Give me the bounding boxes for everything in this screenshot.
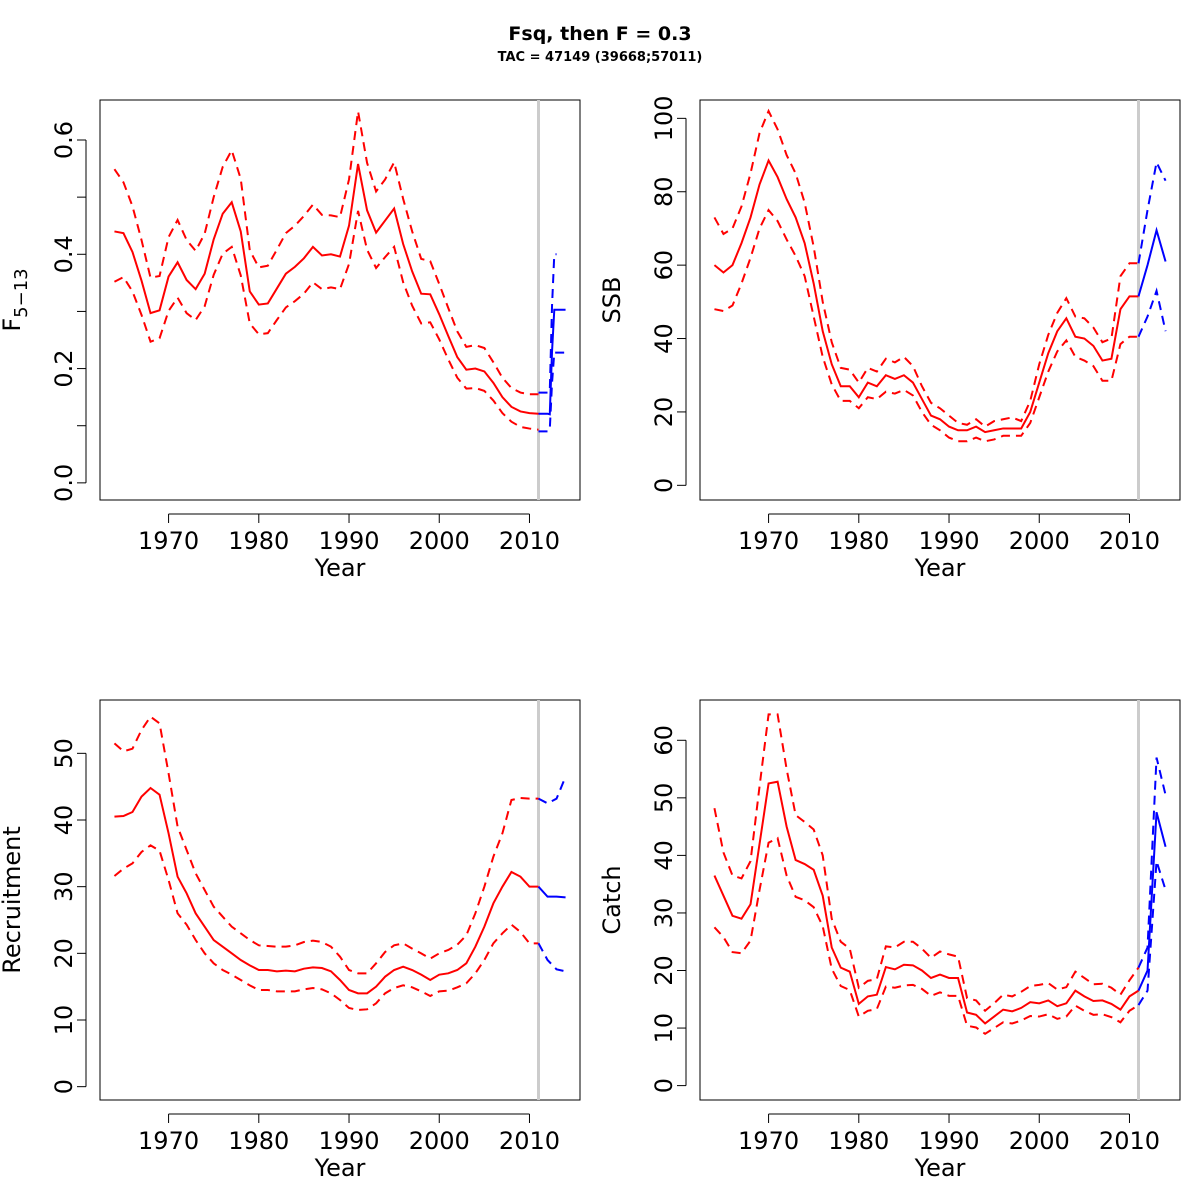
ssb-x-tick-label: 2010	[1099, 527, 1160, 555]
fbar-history-upper-bound-line	[113, 111, 539, 396]
fbar-projection-lower-bound-line	[538, 351, 566, 433]
catch-x-axis-title: Year	[914, 1154, 966, 1182]
ssb-x-tick-label: 1970	[738, 527, 799, 555]
fbar-y-tick-label: 0.6	[50, 121, 78, 159]
ssb-y-tick-label: 0	[650, 478, 678, 493]
ssb-y-tick-label: 80	[650, 176, 678, 207]
ssb-x-tick-label: 1990	[918, 527, 979, 555]
recruitment-history-upper-bound-line	[113, 715, 539, 975]
recruitment-projection-upper-bound-line	[538, 776, 567, 805]
ssb-y-tick-label: 20	[650, 397, 678, 428]
ssb-x-axis-title: Year	[914, 554, 966, 582]
fbar-y-tick-label: 0.2	[50, 349, 78, 387]
figure-title: Fsq, then F = 0.3	[508, 23, 691, 45]
fbar-history-lower-bound-line	[113, 210, 539, 431]
catch-panel: 1970 1980 1990 2000 2010 0 10 20 30 40 50 60 Year Cat…	[598, 699, 1181, 1182]
catch-y-tick-label: 50	[650, 783, 678, 814]
recruitment-x-tick-label: 2010	[499, 1127, 560, 1155]
recruitment-projection-mean-line	[537, 886, 566, 899]
catch-x-tick-label: 1970	[738, 1127, 799, 1155]
ssb-y-axis-title: SSB	[598, 277, 626, 324]
catch-x-tick-label: 2000	[1009, 1127, 1070, 1155]
fbar-y-tick-label: 0.0	[50, 464, 78, 502]
catch-y-tick-label: 20	[650, 955, 678, 986]
fbar-y-axis-title-subscript: 5−13	[11, 268, 32, 317]
recruitment-x-tick-label: 1970	[138, 1127, 199, 1155]
recruitment-y-tick-label: 10	[50, 1005, 78, 1036]
recruitment-x-axis-title: Year	[314, 1154, 366, 1182]
recruitment-projection-lower-bound-line	[537, 942, 566, 973]
recruitment-history-mean-line	[114, 786, 539, 995]
fbar-y-axis-title-main: F̅	[0, 317, 26, 332]
ssb-projection-lower-bound-line	[1137, 287, 1167, 338]
ssb-x-tick-label: 1980	[828, 527, 889, 555]
recruitment-y-tick-label: 20	[50, 938, 78, 969]
fbar-y-tick-label: 0.4	[50, 235, 78, 273]
fbar-x-tick-label: 2000	[409, 527, 470, 555]
recruitment-y-tick-label: 50	[50, 738, 78, 769]
catch-x-tick-label: 2010	[1099, 1127, 1160, 1155]
recruitment-panel: 1970 1980 1990 2000 2010 0 10 20 30 40 50 Year Recru…	[0, 699, 581, 1182]
fbar-projection-mean-line	[538, 308, 566, 416]
catch-y-tick-label: 10	[650, 1013, 678, 1044]
fbar-x-tick-label: 2010	[499, 527, 560, 555]
catch-history-upper-bound-line	[713, 713, 1140, 1013]
ssb-x-tick-label: 2000	[1009, 527, 1070, 555]
recruitment-y-tick-label: 30	[50, 871, 78, 902]
ssb-panel: 1970 1980 1990 2000 2010 0 20 40 60 80 100 Year SSB	[598, 95, 1181, 582]
catch-history-lower-bound-line	[713, 836, 1140, 1036]
recruitment-x-tick-label: 1990	[318, 1127, 379, 1155]
catch-projection-lower-bound-line	[1137, 860, 1167, 1006]
catch-y-tick-label: 0	[650, 1078, 678, 1093]
ssb-projection-upper-bound-line	[1137, 159, 1167, 264]
recruitment-x-tick-label: 1980	[228, 1127, 289, 1155]
catch-y-axis-title: Catch	[598, 865, 626, 934]
ssb-projection-mean-line	[1137, 226, 1167, 297]
figure-subtitle: TAC = 47149 (39668;57011)	[498, 50, 703, 65]
ssb-history-lower-bound-line	[714, 208, 1139, 443]
fbar-history-mean-line	[114, 163, 539, 415]
catch-y-tick-label: 30	[650, 898, 678, 929]
fbar-y-axis-title: F̅5−13	[0, 268, 32, 331]
recruitment-y-tick-label: 40	[50, 805, 78, 836]
fbar-x-axis-title: Year	[314, 554, 366, 582]
ssb-y-tick-label: 40	[650, 323, 678, 354]
fbar-plot-frame	[99, 99, 581, 501]
catch-x-tick-label: 1990	[918, 1127, 979, 1155]
catch-projection-mean-line	[1137, 811, 1167, 992]
catch-x-tick-label: 1980	[828, 1127, 889, 1155]
recruitment-y-axis-title: Recruitment	[0, 826, 26, 973]
fbar-x-tick-label: 1990	[318, 527, 379, 555]
ssb-y-tick-label: 100	[650, 95, 678, 141]
recruitment-plot-frame	[99, 699, 581, 1101]
ssb-history-mean-line	[713, 158, 1139, 434]
recruitment-history-lower-bound-line	[113, 844, 539, 1012]
catch-history-mean-line	[713, 780, 1140, 1025]
recruitment-y-tick-label: 0	[50, 1079, 78, 1094]
catch-plot-frame	[699, 699, 1181, 1101]
catch-y-tick-label: 40	[650, 840, 678, 871]
recruitment-x-tick-label: 2000	[409, 1127, 470, 1155]
catch-projection-upper-bound-line	[1137, 757, 1167, 969]
ssb-y-tick-label: 60	[650, 250, 678, 281]
fbar-x-tick-label: 1980	[228, 527, 289, 555]
fbar-x-tick-label: 1970	[138, 527, 199, 555]
fbar-panel: 1970 1980 1990 2000 2010 0.0 0.2 0.4 0.6 Year F̅5−…	[0, 99, 581, 582]
fbar-projection-upper-bound-line	[538, 253, 557, 394]
ssb-history-upper-bound-line	[713, 108, 1139, 428]
ssb-plot-frame	[699, 99, 1181, 501]
catch-y-tick-label: 60	[650, 725, 678, 756]
